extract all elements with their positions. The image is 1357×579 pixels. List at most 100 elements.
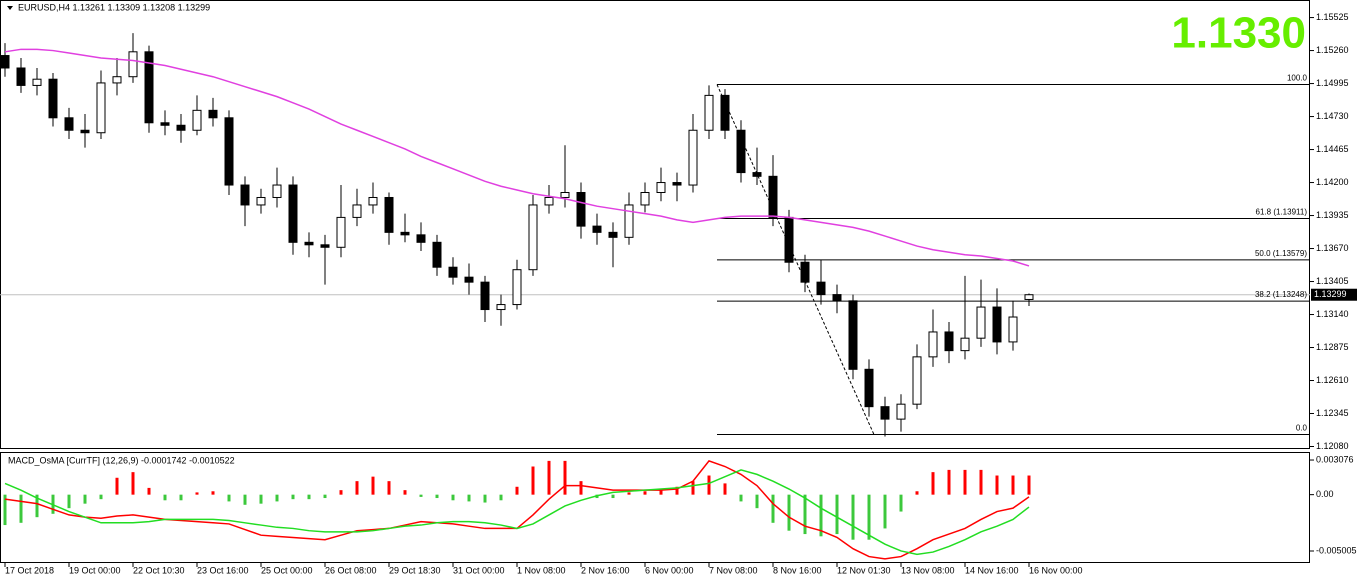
x-tick-label: 17 Oct 2018 xyxy=(5,565,54,575)
fibo-label: 61.8 (1.13911) xyxy=(1256,208,1308,217)
macd-line xyxy=(4,469,1030,556)
candle-body xyxy=(96,82,106,134)
osma-bar xyxy=(195,492,199,495)
candle-body xyxy=(32,78,42,86)
y-tick-label: 1.13140 xyxy=(1316,309,1349,319)
osma-bar xyxy=(803,494,807,535)
candle-body xyxy=(160,122,170,126)
candle-body xyxy=(976,306,986,339)
candle-body xyxy=(592,225,602,233)
osma-bar xyxy=(99,494,103,500)
candle-body xyxy=(16,67,26,86)
candle-body xyxy=(944,331,954,352)
osma-bar xyxy=(211,491,215,495)
osma-bar xyxy=(323,494,327,499)
candle-body xyxy=(480,281,490,311)
candle-body xyxy=(304,241,314,246)
osma-bar xyxy=(899,494,903,512)
moving-average xyxy=(4,48,1030,267)
chart-title: EURUSD,H4 1.13261 1.13309 1.13208 1.1329… xyxy=(18,2,210,12)
osma-bar xyxy=(947,469,951,495)
osma-bar xyxy=(675,486,679,495)
candle-body xyxy=(896,403,906,420)
candle-body xyxy=(608,231,618,238)
osma-bar xyxy=(531,466,535,495)
candle-body xyxy=(384,196,394,233)
candle-body xyxy=(576,192,586,227)
candle-body xyxy=(752,172,762,177)
y-tick-label: 1.15260 xyxy=(1316,45,1349,55)
osma-bar xyxy=(739,494,743,502)
y-tick-label: 1.13935 xyxy=(1316,210,1349,220)
osma-bar xyxy=(819,494,823,537)
candle-body xyxy=(176,124,186,131)
y-tick-label: 1.15525 xyxy=(1316,12,1349,22)
osma-bar xyxy=(755,494,759,509)
osma-bar xyxy=(227,494,231,502)
osma-bar xyxy=(307,494,311,500)
candle-body xyxy=(80,129,90,134)
osma-bar xyxy=(1011,475,1015,495)
osma-bar xyxy=(963,469,967,495)
osma-bar xyxy=(163,494,167,501)
osma-bar xyxy=(403,490,407,495)
y-tick-label: 1.14465 xyxy=(1316,144,1349,154)
main-panel xyxy=(0,0,1310,449)
bid-tag xyxy=(1311,288,1357,301)
price-label: 1.1330 xyxy=(1171,9,1306,58)
x-tick-label: 1 Nov 08:00 xyxy=(517,565,566,575)
x-tick-label: 31 Oct 00:00 xyxy=(453,565,505,575)
candle-body xyxy=(448,266,458,278)
fibo-label: 0.0 xyxy=(1296,424,1308,433)
y-tick-label: 1.14200 xyxy=(1316,177,1349,187)
candle-body xyxy=(208,109,218,119)
fibo-label: 38.2 (1.13248) xyxy=(1255,290,1307,299)
candle-body xyxy=(416,234,426,243)
candle-body xyxy=(256,196,266,206)
osma-bar xyxy=(659,489,663,495)
candle-body xyxy=(128,51,138,78)
osma-bar xyxy=(883,494,887,529)
candle-body xyxy=(928,331,938,358)
candle-body xyxy=(704,94,714,131)
y-tick-label: 0.003076 xyxy=(1316,454,1354,464)
candle-body xyxy=(64,117,74,131)
osma-bar xyxy=(67,494,71,509)
candle-body xyxy=(880,406,890,420)
osma-bar xyxy=(931,472,935,495)
candle-body xyxy=(1008,316,1018,343)
osma-bar xyxy=(579,481,583,495)
osma-bar xyxy=(771,494,775,523)
osma-bar xyxy=(419,494,423,497)
candle-body xyxy=(864,368,874,408)
candle-body xyxy=(688,129,698,186)
candle-body xyxy=(320,244,330,248)
candle-body xyxy=(640,192,650,206)
osma-bar xyxy=(3,494,7,526)
candle-body xyxy=(400,231,410,236)
candle-body xyxy=(784,216,794,263)
macd-title: MACD_OsMA [CurrTF] (12,26,9) -0.0001742 … xyxy=(8,455,235,465)
candle-body xyxy=(768,175,778,218)
y-tick-label: 1.12875 xyxy=(1316,342,1349,352)
y-tick-label: 1.12345 xyxy=(1316,408,1349,418)
osma-bar xyxy=(243,494,247,505)
bid-label: 1.13299 xyxy=(1314,289,1347,299)
candle-body xyxy=(848,300,858,370)
osma-bar xyxy=(451,494,455,501)
candle-body xyxy=(624,204,634,238)
candle-body xyxy=(736,129,746,174)
osma-bar xyxy=(467,494,471,502)
candle-body xyxy=(336,216,346,248)
x-tick-label: 14 Nov 16:00 xyxy=(965,565,1019,575)
candle-body xyxy=(832,294,842,302)
x-tick-label: 7 Nov 08:00 xyxy=(709,565,758,575)
osma-bar xyxy=(1027,475,1031,495)
y-tick-label: 1.13670 xyxy=(1316,243,1349,253)
candle-body xyxy=(656,182,666,194)
y-tick-label: 1.12080 xyxy=(1316,441,1349,451)
candle-body xyxy=(0,55,10,69)
osma-bar xyxy=(83,494,87,504)
osma-bar xyxy=(275,494,279,502)
